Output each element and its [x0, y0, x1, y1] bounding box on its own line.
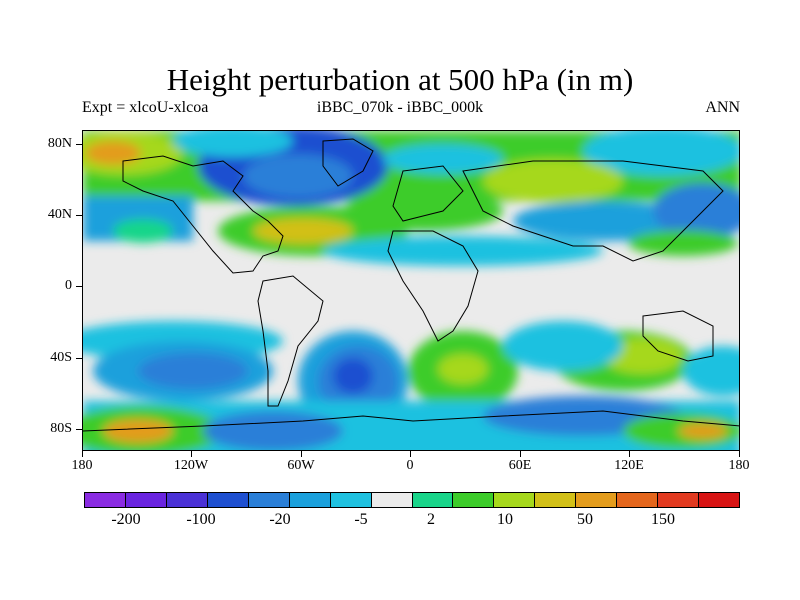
- colorbar: [84, 492, 740, 508]
- x-axis-label: 120E: [614, 458, 644, 473]
- colorbar-swatch: [535, 493, 577, 507]
- x-axis-label: 60W: [287, 458, 315, 473]
- colorbar-label: 10: [497, 511, 513, 528]
- colorbar-swatch: [371, 493, 413, 507]
- y-axis-label: 80S: [50, 421, 72, 436]
- x-axis-label: 60E: [508, 458, 532, 473]
- y-axis-label: 80N: [47, 136, 72, 151]
- colorbar-label: -200: [111, 511, 141, 528]
- colorbar-swatch: [412, 493, 454, 507]
- colorbar-swatch: [289, 493, 331, 507]
- colorbar-swatch: [494, 493, 536, 507]
- colorbar-label: 50: [577, 511, 593, 528]
- height-perturbation-map: [83, 131, 739, 450]
- coastlines: [83, 138, 739, 432]
- colorbar-swatch: [125, 493, 167, 507]
- x-axis-label: 0: [406, 458, 414, 473]
- x-axis-label: 120W: [173, 458, 209, 473]
- y-axis-label: 40N: [47, 207, 72, 222]
- colorbar-swatch: [453, 493, 495, 507]
- plot-title: Height perturbation at 500 hPa (in m): [166, 62, 634, 97]
- colorbar-swatch: [617, 493, 659, 507]
- case-label: iBBC_070k - iBBC_000k: [316, 99, 484, 116]
- colorbar-label: 150: [651, 511, 675, 528]
- x-axis-label: 180: [71, 458, 93, 473]
- colorbar-swatch: [207, 493, 249, 507]
- colorbar-swatch: [85, 493, 126, 507]
- colorbar-label: 2: [427, 511, 435, 528]
- colorbar-swatch: [576, 493, 618, 507]
- colorbar-label: -5: [354, 511, 368, 528]
- colorbar-label: -100: [186, 511, 216, 528]
- colorbar-swatch: [330, 493, 372, 507]
- colorbar-swatch: [248, 493, 290, 507]
- colorbar-swatch: [699, 493, 739, 507]
- colorbar-label: -20: [269, 511, 291, 528]
- season-label: ANN: [705, 99, 740, 116]
- y-axis-label: 0: [65, 278, 72, 293]
- experiment-label: Expt = xlcoU-xlcoa: [82, 99, 209, 116]
- colorbar-swatch: [166, 493, 208, 507]
- map-panel: [82, 130, 740, 451]
- y-axis-label: 40S: [50, 350, 72, 365]
- colorbar-swatch: [658, 493, 700, 507]
- x-axis-label: 180: [728, 458, 750, 473]
